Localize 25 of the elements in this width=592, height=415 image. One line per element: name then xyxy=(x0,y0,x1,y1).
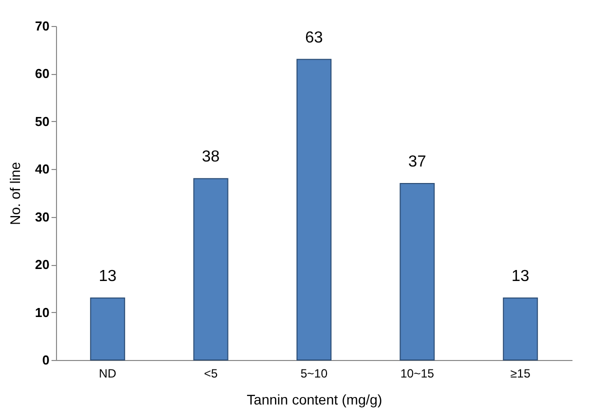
x-tick-label: <5 xyxy=(204,366,218,380)
bar xyxy=(193,178,228,360)
x-tick-label: ND xyxy=(98,366,117,380)
y-tick-label: 50 xyxy=(35,114,50,129)
y-tick-label: 30 xyxy=(35,209,50,224)
bar xyxy=(400,182,435,360)
y-tick-label: 0 xyxy=(42,352,50,368)
data-label: 38 xyxy=(202,148,220,166)
y-tick-label: 10 xyxy=(35,304,50,320)
data-label: 13 xyxy=(98,268,117,285)
x-tick-label: 10~15 xyxy=(400,366,434,380)
data-label: 13 xyxy=(512,268,530,285)
bar xyxy=(502,297,538,360)
bar xyxy=(90,297,126,360)
bar xyxy=(296,58,332,360)
y-tick-label: 70 xyxy=(35,18,50,34)
y-tick-label: 60 xyxy=(35,66,50,82)
x-tick-label: 5~10 xyxy=(300,366,328,380)
y-axis-title: No. of line xyxy=(7,162,24,226)
x-axis-title: Tannin content (mg/g) xyxy=(246,392,382,408)
y-tick-label: 20 xyxy=(35,257,50,272)
y-tick-label: 40 xyxy=(35,162,50,177)
data-label: 63 xyxy=(305,29,323,46)
x-tick-label: ≥15 xyxy=(510,366,531,380)
data-label: 37 xyxy=(408,153,426,170)
